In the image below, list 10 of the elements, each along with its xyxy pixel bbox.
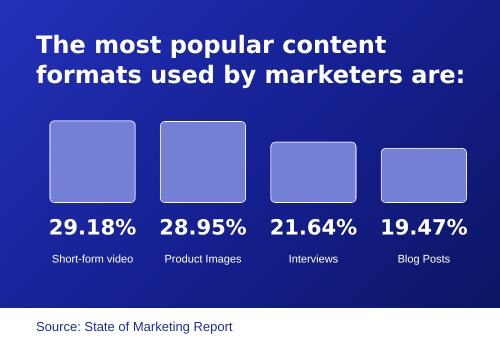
data-label: 21.64% [270, 215, 358, 240]
x-tick-label: Product Images [164, 254, 242, 266]
x-tick-label: Interviews [288, 254, 339, 266]
data-label: 19.47% [380, 215, 468, 240]
x-tick-label: Blog Posts [398, 254, 451, 266]
source-note: Source: State of Marketing Report [36, 319, 233, 334]
chart-title: The most popular content formats used by marketers are: [36, 30, 466, 90]
x-tick-label: Short-form video [52, 254, 134, 266]
data-label: 28.95% [159, 215, 247, 240]
data-label: 29.18% [48, 215, 136, 240]
